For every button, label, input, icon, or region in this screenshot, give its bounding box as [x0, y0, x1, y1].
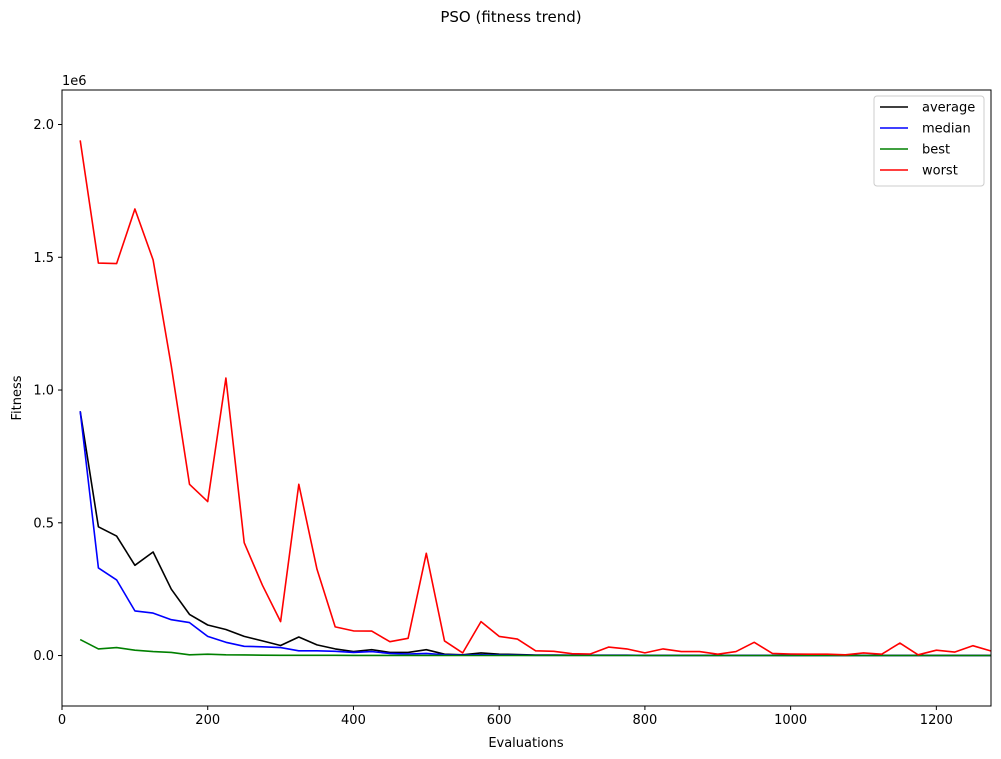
series-line-average: [79, 411, 991, 657]
x-axis: 0 200 400 600 800 1000 1200: [58, 706, 953, 728]
x-tick-label: 1000: [774, 713, 807, 728]
y-axis: 0.0 0.5 1.0 1.5 2.0: [33, 118, 62, 664]
y-axis-label: Fitness: [10, 375, 25, 420]
x-tick-label: 600: [487, 713, 512, 728]
x-tick-label: 1200: [920, 713, 953, 728]
x-tick-label: 800: [632, 713, 657, 728]
chart-title: PSO (fitness trend): [440, 8, 581, 26]
legend-label-best: best: [922, 143, 950, 158]
y-tick-label: 1.0: [33, 384, 54, 399]
plot-frame: [61, 89, 992, 707]
x-tick-label: 0: [58, 713, 66, 728]
series-line-worst: [79, 140, 992, 656]
y-tick-label: 2.0: [33, 118, 54, 133]
y-tick-label: 0.0: [33, 649, 54, 664]
x-tick-label: 400: [341, 713, 366, 728]
series-layer: [79, 140, 992, 657]
legend-label-worst: worst: [922, 164, 958, 179]
x-tick-label: 200: [195, 713, 220, 728]
legend-label-median: median: [922, 122, 971, 137]
legend-label-average: average: [922, 101, 975, 116]
series-line-best: [79, 638, 991, 657]
legend-box: [873, 95, 985, 187]
y-tick-label: 1.5: [33, 251, 54, 266]
x-axis-label: Evaluations: [488, 736, 564, 751]
series-line-median: [79, 411, 991, 657]
y-tick-label: 0.5: [33, 516, 54, 531]
y-offset-label: 1e6: [62, 74, 87, 89]
legend: average median best worst: [873, 95, 985, 187]
